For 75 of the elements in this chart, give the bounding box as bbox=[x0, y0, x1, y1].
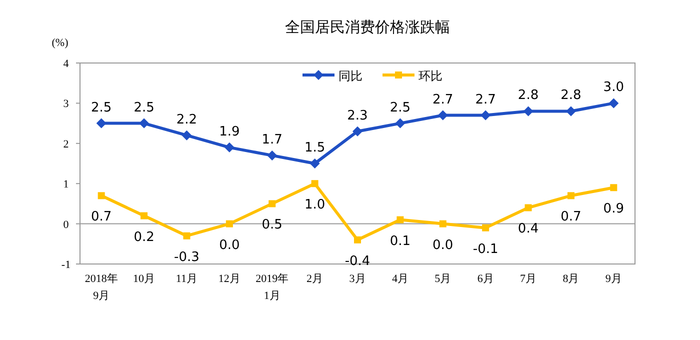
point bbox=[352, 126, 362, 136]
data-label: 0.1 bbox=[390, 234, 411, 249]
data-label: 3.0 bbox=[603, 80, 624, 96]
x-tick-label: 2月 bbox=[306, 273, 324, 285]
legend-label: 环比 bbox=[418, 69, 442, 83]
x-tick-label: 2019年 1月 bbox=[256, 273, 289, 302]
data-label: 0.7 bbox=[560, 210, 582, 225]
point bbox=[396, 216, 404, 224]
point bbox=[480, 110, 491, 120]
point bbox=[524, 204, 532, 212]
data-label: 2.7 bbox=[475, 92, 496, 108]
data-label: 1.5 bbox=[304, 140, 326, 156]
data-label: 0.0 bbox=[432, 238, 454, 253]
y-tick-label: -1 bbox=[61, 259, 71, 271]
chart-title: 全国居民消费价格涨跌幅 bbox=[285, 18, 450, 36]
point bbox=[523, 106, 534, 116]
point bbox=[267, 150, 278, 160]
point bbox=[311, 180, 318, 188]
data-label: 1.7 bbox=[262, 132, 282, 148]
data-label: 0.7 bbox=[91, 210, 112, 225]
point bbox=[224, 142, 234, 152]
x-tick-label: 7月 bbox=[520, 273, 537, 285]
x-tick-label: 5月 bbox=[434, 273, 452, 285]
point bbox=[96, 118, 106, 128]
x-tick-label: 6月 bbox=[477, 273, 494, 285]
data-label: -0.1 bbox=[472, 242, 498, 257]
data-label: 2.3 bbox=[347, 108, 368, 124]
point bbox=[140, 212, 148, 220]
data-label: 0.5 bbox=[262, 218, 282, 233]
data-label: 2.5 bbox=[390, 100, 411, 116]
x-tick-label: 11月 bbox=[176, 273, 198, 285]
point bbox=[395, 118, 406, 128]
data-label: 1.9 bbox=[219, 124, 240, 140]
x-tick-label: 12月 bbox=[218, 273, 240, 285]
data-label: 0.2 bbox=[134, 230, 154, 245]
data-label: 0.0 bbox=[219, 238, 240, 253]
point bbox=[310, 158, 320, 168]
point bbox=[183, 232, 190, 240]
point bbox=[482, 224, 490, 232]
data-label: 0.4 bbox=[518, 222, 539, 237]
x-tick-label: 4月 bbox=[392, 273, 408, 285]
y-tick-label: 1 bbox=[63, 178, 69, 191]
point bbox=[566, 106, 576, 116]
data-label: 2.8 bbox=[518, 88, 539, 104]
point bbox=[268, 200, 276, 208]
point bbox=[98, 192, 105, 200]
y-axis-title: (%) bbox=[52, 37, 69, 49]
x-tick-label: 8月 bbox=[562, 273, 580, 285]
data-label: 2.7 bbox=[432, 92, 454, 108]
point bbox=[139, 118, 150, 128]
y-tick-label: 4 bbox=[63, 58, 70, 70]
data-label: 0.9 bbox=[603, 202, 624, 217]
point bbox=[182, 130, 192, 140]
x-tick-label: 3月 bbox=[349, 273, 366, 285]
point bbox=[610, 184, 618, 192]
data-label: -0.4 bbox=[344, 254, 370, 269]
x-tick-label: 10月 bbox=[133, 273, 156, 285]
point bbox=[354, 236, 361, 244]
x-tick-label: 9月 bbox=[605, 273, 622, 285]
point bbox=[438, 110, 448, 120]
point bbox=[226, 220, 233, 228]
x-tick-label: 2018年 9月 bbox=[84, 273, 118, 302]
point bbox=[439, 220, 446, 228]
y-tick-label: 2 bbox=[63, 138, 69, 150]
data-label: 2.8 bbox=[560, 88, 582, 104]
point bbox=[608, 98, 619, 108]
y-tick-label: 0 bbox=[63, 218, 70, 231]
data-label: 1.0 bbox=[304, 198, 326, 213]
point bbox=[567, 192, 574, 200]
data-label: -0.3 bbox=[174, 250, 200, 265]
data-label: 2.2 bbox=[176, 112, 198, 128]
data-label: 2.5 bbox=[91, 100, 112, 116]
legend-label: 同比 bbox=[338, 69, 362, 83]
y-tick-label: 3 bbox=[63, 98, 70, 110]
data-label: 2.5 bbox=[134, 100, 154, 116]
